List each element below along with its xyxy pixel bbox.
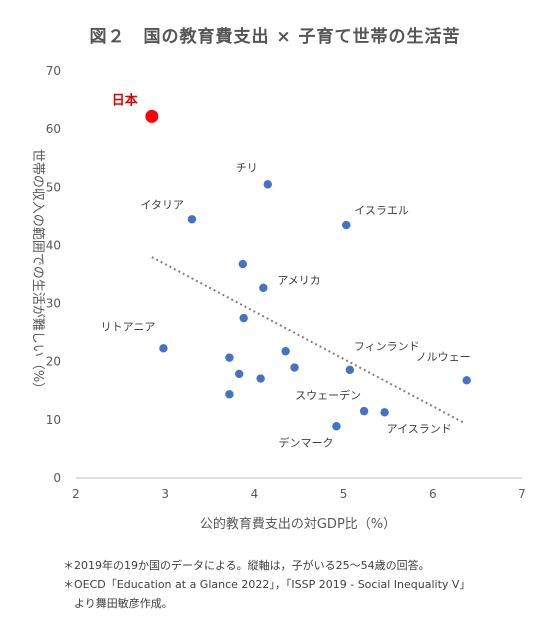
footnote: より舞田敏彦作成。	[63, 597, 173, 610]
point-label: 日本	[112, 92, 138, 108]
data-point	[239, 313, 248, 323]
data-point	[159, 344, 168, 353]
data-point	[462, 376, 471, 385]
point-label: ノルウェー	[416, 350, 471, 363]
point-label: アメリカ	[277, 274, 320, 287]
point-label: リトアニア	[101, 320, 156, 333]
footnotes: ＊2019年の19か国のデータによる。縦軸は，子がいる25～54歳の回答。 ＊O…	[63, 556, 470, 613]
data-point	[263, 180, 272, 189]
data-point	[359, 406, 369, 416]
x-axis-ticks: 2 3 4 5 6 7	[72, 487, 526, 501]
y-tick-label: 20	[46, 355, 61, 369]
data-points	[145, 109, 471, 431]
y-axis-ticks: 0 10 20 30 40 50 60 70	[46, 64, 61, 485]
point-label: イスラエル	[354, 204, 409, 217]
data-point	[332, 422, 341, 431]
chart-title: 図２ 国の教育費支出 × 子育て世帯の生活苦	[89, 27, 461, 47]
point-label: チリ	[236, 161, 258, 174]
data-point	[259, 283, 268, 293]
trend-line	[151, 256, 466, 425]
point-label: デンマーク	[278, 435, 333, 449]
point-label: スウェーデン	[295, 388, 361, 402]
y-tick-label: 30	[46, 297, 61, 311]
data-point	[187, 215, 197, 224]
point-label: フィンランド	[354, 340, 420, 353]
x-tick-label: 4	[251, 487, 259, 501]
x-tick-label: 3	[161, 487, 169, 501]
highlight-point	[145, 109, 159, 123]
x-tick-label: 7	[518, 487, 526, 501]
data-point	[380, 408, 389, 417]
data-point	[281, 347, 290, 356]
y-tick-label: 10	[46, 413, 61, 427]
y-tick-label: 50	[46, 180, 61, 194]
y-axis-title: 世帯の収入の範囲での生活が難しい（%）	[30, 149, 45, 395]
x-tick-label: 5	[340, 487, 348, 501]
data-point	[235, 369, 244, 379]
point-label: イタリア	[140, 198, 184, 211]
y-tick-label: 0	[53, 471, 61, 485]
data-point	[345, 365, 355, 375]
y-tick-label: 60	[46, 122, 61, 136]
x-axis-title: 公的教育費支出の対GDP比（%）	[200, 516, 396, 532]
point-label: アイスランド	[387, 422, 452, 435]
footnote: ＊2019年の19か国のデータによる。縦軸は，子がいる25～54歳の回答。	[63, 559, 430, 572]
footnote: ＊OECD「Education at a Glance 2022」，「ISSP …	[63, 578, 471, 591]
data-point	[290, 363, 299, 372]
x-tick-label: 2	[72, 487, 80, 501]
data-point	[256, 374, 265, 383]
y-tick-label: 70	[46, 64, 61, 78]
y-tick-label: 40	[46, 238, 61, 252]
x-tick-label: 6	[429, 487, 437, 501]
data-point	[238, 259, 248, 269]
data-point	[225, 390, 234, 399]
data-point	[225, 353, 234, 362]
data-point	[342, 220, 351, 230]
